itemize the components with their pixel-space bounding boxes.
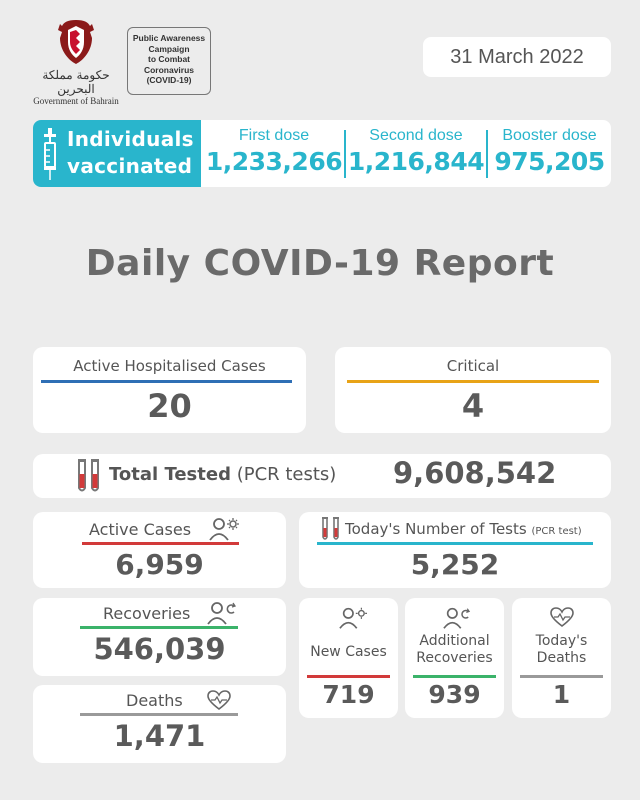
critical-value: 4	[461, 387, 485, 425]
new-cases-label: New Cases	[310, 644, 387, 660]
booster-dose: Booster dose 975,205	[488, 120, 611, 187]
heartbeat-icon	[207, 690, 231, 710]
divider	[486, 130, 488, 178]
recoveries-card: Recoveries 546,039	[33, 598, 286, 676]
vaccinated-title: Individuals vaccinated	[67, 126, 194, 180]
critical-card: Critical 4	[335, 347, 611, 433]
syringe-icon	[44, 128, 56, 180]
hospitalised-value: 20	[147, 387, 192, 425]
todays-tests-underline	[317, 542, 593, 545]
todays-deaths-card: Today's Deaths 1	[512, 598, 611, 718]
new-cases-value: 719	[322, 680, 375, 709]
divider	[344, 130, 346, 178]
todays-tests-card: Today's Number of Tests (PCR test) 5,252	[299, 512, 611, 588]
todays-deaths-label-line2: Deaths	[536, 650, 587, 666]
hospitalised-label: Active Hospitalised Cases	[73, 357, 266, 375]
second-dose-label: Second dose	[369, 127, 463, 144]
todays-tests-label: Today's Number of Tests (PCR test)	[345, 520, 582, 538]
vaccinated-title-line1: Individuals	[67, 127, 194, 151]
test-tubes-icon	[322, 517, 339, 540]
booster-dose-label: Booster dose	[502, 127, 597, 144]
campaign-line: (COVID-19)	[146, 75, 192, 85]
todays-tests-label-suffix: (PCR test)	[531, 526, 582, 537]
first-dose-label: First dose	[238, 127, 310, 144]
hospitalised-card: Active Hospitalised Cases 20	[33, 347, 306, 433]
active-cases-underline	[82, 542, 239, 545]
additional-recoveries-card: Additional Recoveries 939	[405, 598, 504, 718]
logo-english-text: Government of Bahrain	[33, 96, 119, 106]
second-dose: Second dose 1,216,844	[347, 120, 485, 187]
total-tested-value: 9,608,542	[393, 456, 557, 490]
deaths-label: Deaths	[126, 691, 183, 710]
logo-arabic-text: حكومة مملكة البحرين	[42, 68, 110, 96]
report-date: 31 March 2022	[423, 37, 611, 77]
total-tested-label-suffix: (PCR tests)	[236, 464, 337, 485]
vaccination-title-panel: Individuals vaccinated	[33, 120, 201, 187]
active-cases-value: 6,959	[115, 548, 204, 581]
additional-recoveries-label: Additional Recoveries	[405, 633, 504, 667]
bahrain-emblem-icon	[58, 20, 94, 64]
vaccinated-title-line2: vaccinated	[67, 154, 193, 178]
additional-recoveries-value: 939	[428, 680, 481, 709]
campaign-line: Campaign	[148, 43, 190, 54]
critical-label: Critical	[446, 357, 500, 375]
person-recovery-icon	[207, 602, 237, 625]
active-cases-card: Active Cases 6,959	[33, 512, 286, 588]
vaccination-banner: Individuals vaccinated First dose 1,233,…	[33, 120, 611, 187]
active-cases-label: Active Cases	[89, 520, 192, 539]
first-dose: First dose 1,233,266	[205, 120, 343, 187]
person-virus-icon	[209, 518, 239, 541]
recoveries-underline	[80, 626, 238, 629]
todays-deaths-underline	[520, 675, 603, 678]
campaign-line: Coronavirus	[143, 64, 195, 75]
booster-dose-value: 975,205	[494, 147, 605, 176]
second-dose-value: 1,216,844	[347, 147, 485, 176]
todays-deaths-label-line1: Today's	[535, 633, 588, 649]
person-recovery-icon	[443, 607, 471, 629]
first-dose-value: 1,233,266	[205, 147, 343, 176]
government-logo: حكومة مملكة البحرين Government of Bahrai…	[28, 18, 124, 106]
recoveries-label: Recoveries	[103, 604, 191, 623]
recoveries-value: 546,039	[93, 632, 226, 666]
additional-recoveries-label-line1: Additional	[419, 633, 490, 649]
deaths-underline	[80, 713, 238, 716]
campaign-line: Public Awareness	[132, 33, 206, 43]
test-tubes-icon	[78, 459, 99, 492]
additional-recoveries-underline	[413, 675, 496, 678]
campaign-line: to Combat	[147, 54, 191, 64]
deaths-value: 1,471	[113, 719, 206, 753]
additional-recoveries-label-line2: Recoveries	[416, 650, 493, 666]
todays-deaths-value: 1	[552, 680, 571, 709]
new-cases-card: New Cases 719	[299, 598, 398, 718]
total-tested-label-bold: Total Tested	[109, 464, 231, 485]
heartbeat-icon	[550, 607, 574, 627]
todays-tests-value: 5,252	[410, 548, 500, 581]
campaign-badge: Public Awareness Campaign to Combat Coro…	[127, 27, 211, 95]
todays-tests-label-main: Today's Number of Tests	[345, 520, 527, 538]
todays-deaths-label: Today's Deaths	[512, 633, 611, 667]
total-tested-card: Total Tested (PCR tests) 9,608,542	[33, 454, 611, 498]
report-title: Daily COVID-19 Report	[85, 243, 555, 284]
total-tested-label: Total Tested (PCR tests)	[109, 464, 336, 485]
critical-underline	[347, 380, 599, 383]
new-cases-underline	[307, 675, 390, 678]
deaths-card: Deaths 1,471	[33, 685, 286, 763]
person-virus-icon	[339, 607, 367, 629]
hospitalised-underline	[41, 380, 292, 383]
